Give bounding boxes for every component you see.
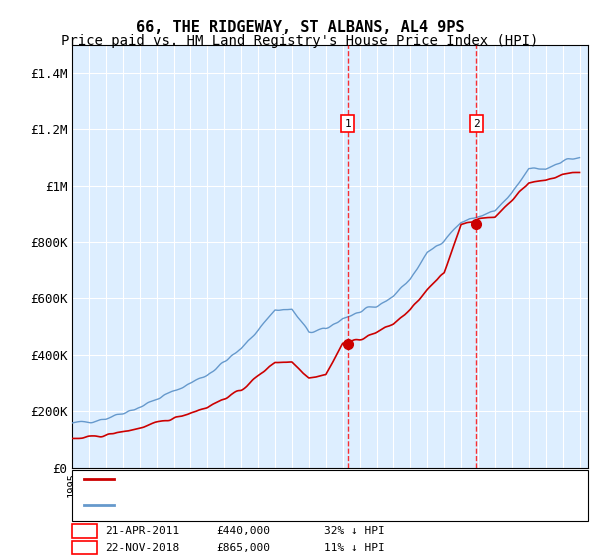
- Text: £440,000: £440,000: [216, 526, 270, 536]
- Text: 66, THE RIDGEWAY, ST ALBANS, AL4 9PS: 66, THE RIDGEWAY, ST ALBANS, AL4 9PS: [136, 20, 464, 35]
- Text: 1: 1: [344, 119, 351, 129]
- Text: Price paid vs. HM Land Registry's House Price Index (HPI): Price paid vs. HM Land Registry's House …: [61, 34, 539, 48]
- Text: 22-NOV-2018: 22-NOV-2018: [105, 543, 179, 553]
- Text: 11% ↓ HPI: 11% ↓ HPI: [324, 543, 385, 553]
- Text: 2: 2: [81, 543, 88, 553]
- Text: 1: 1: [81, 526, 88, 536]
- Text: 66, THE RIDGEWAY, ST ALBANS, AL4 9PS (detached house): 66, THE RIDGEWAY, ST ALBANS, AL4 9PS (de…: [120, 474, 478, 484]
- Text: HPI: Average price, detached house, St Albans: HPI: Average price, detached house, St A…: [120, 500, 424, 510]
- Text: 21-APR-2011: 21-APR-2011: [105, 526, 179, 536]
- Text: 2: 2: [473, 119, 480, 129]
- Text: £865,000: £865,000: [216, 543, 270, 553]
- Text: 32% ↓ HPI: 32% ↓ HPI: [324, 526, 385, 536]
